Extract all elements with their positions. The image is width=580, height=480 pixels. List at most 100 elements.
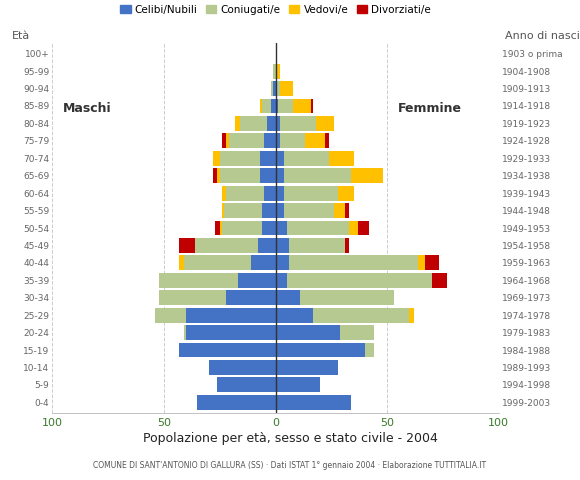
Bar (179, 238, 195, 253)
Text: Femmine: Femmine (398, 102, 462, 115)
Bar (358, 221, 369, 235)
Bar (284, 151, 329, 166)
Bar (338, 186, 354, 201)
Bar (293, 98, 311, 113)
Bar (197, 395, 276, 410)
Bar (220, 221, 222, 235)
Bar (276, 360, 338, 375)
Bar (276, 255, 289, 270)
Bar (258, 238, 275, 253)
Bar (179, 255, 184, 270)
Bar (316, 116, 334, 131)
Bar (271, 98, 276, 113)
Bar (267, 116, 276, 131)
Bar (251, 255, 276, 270)
Bar (264, 186, 276, 201)
Bar (334, 203, 345, 218)
Bar (238, 273, 276, 288)
Bar (284, 203, 334, 218)
Bar (313, 308, 409, 323)
Bar (289, 255, 418, 270)
Bar (218, 168, 220, 183)
Bar (220, 168, 260, 183)
Bar (280, 133, 304, 148)
Bar (278, 98, 293, 113)
Bar (289, 238, 345, 253)
Bar (345, 203, 349, 218)
Bar (311, 98, 313, 113)
Bar (226, 186, 264, 201)
Bar (220, 151, 260, 166)
Bar (284, 168, 351, 183)
Bar (276, 308, 313, 323)
Bar (287, 221, 349, 235)
Bar (276, 343, 365, 358)
Bar (273, 64, 276, 79)
Bar (325, 133, 329, 148)
Bar (432, 273, 447, 288)
Bar (222, 221, 262, 235)
Bar (276, 98, 278, 113)
Bar (213, 151, 220, 166)
Bar (365, 343, 374, 358)
Bar (287, 273, 432, 288)
Bar (186, 308, 276, 323)
Bar (222, 203, 224, 218)
Text: Maschi: Maschi (63, 102, 112, 115)
Bar (276, 395, 351, 410)
Bar (260, 98, 262, 113)
Text: Popolazione per età, sesso e stato civile - 2004: Popolazione per età, sesso e stato civil… (143, 432, 437, 445)
Bar (184, 255, 251, 270)
Bar (226, 133, 229, 148)
Bar (209, 360, 276, 375)
Bar (271, 81, 273, 96)
Bar (195, 238, 258, 253)
Bar (409, 308, 414, 323)
Bar (260, 168, 276, 183)
Bar (184, 325, 186, 340)
Legend: Celibi/Nubili, Coniugati/e, Vedovi/e, Divorziati/e: Celibi/Nubili, Coniugati/e, Vedovi/e, Di… (116, 0, 435, 19)
Bar (276, 168, 284, 183)
Bar (276, 238, 289, 253)
Bar (276, 81, 280, 96)
Bar (276, 325, 340, 340)
Bar (276, 151, 284, 166)
Bar (262, 221, 276, 235)
Bar (235, 116, 240, 131)
Bar (276, 186, 284, 201)
Text: Anno di nascita: Anno di nascita (505, 31, 580, 41)
Bar (284, 186, 338, 201)
Bar (329, 151, 354, 166)
Bar (340, 325, 374, 340)
Bar (215, 221, 220, 235)
Bar (224, 203, 262, 218)
Text: COMUNE DI SANT'ANTONIO DI GALLURA (SS) · Dati ISTAT 1° gennaio 2004 · Elaborazio: COMUNE DI SANT'ANTONIO DI GALLURA (SS) ·… (93, 461, 487, 470)
Bar (160, 290, 226, 305)
Bar (213, 168, 218, 183)
Bar (304, 133, 325, 148)
Bar (276, 377, 320, 392)
Bar (349, 221, 358, 235)
Bar (273, 81, 276, 96)
Bar (276, 116, 280, 131)
Bar (280, 81, 293, 96)
Bar (262, 98, 271, 113)
Text: Età: Età (12, 31, 30, 41)
Bar (300, 290, 394, 305)
Bar (276, 64, 280, 79)
Bar (276, 133, 280, 148)
Bar (186, 325, 276, 340)
Bar (418, 255, 425, 270)
Bar (276, 203, 284, 218)
Bar (276, 221, 287, 235)
Bar (276, 290, 300, 305)
Bar (229, 133, 264, 148)
Bar (222, 186, 226, 201)
Bar (262, 203, 276, 218)
Bar (222, 133, 226, 148)
Bar (264, 133, 276, 148)
Bar (240, 116, 267, 131)
Bar (351, 168, 383, 183)
Bar (160, 273, 238, 288)
Bar (276, 273, 287, 288)
